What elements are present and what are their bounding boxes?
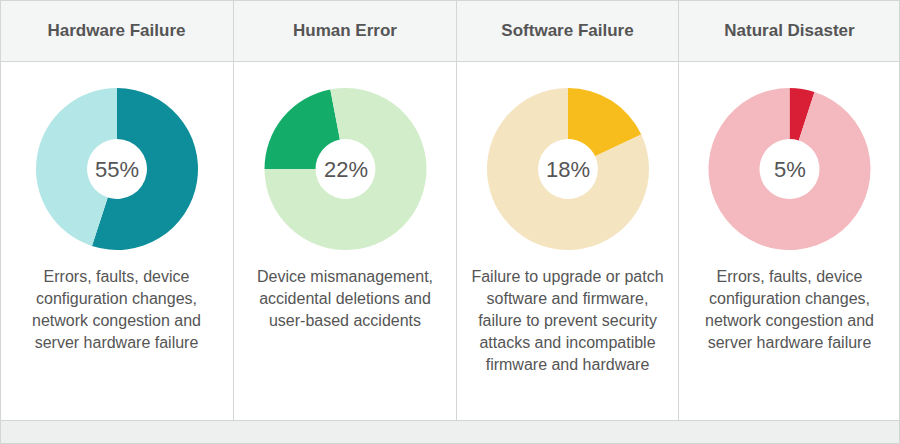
html-text:Human Error: Human Error [293, 20, 397, 40]
html-text:Device mismanagement, accident: Device mismanagement, accidental deletio… [257, 268, 433, 329]
svg-text:22%: 22% [324, 157, 368, 182]
html-text:Natural Disaster: Natural Disaster [724, 20, 855, 40]
html-text:Errors, faults, device configu: Errors, faults, device configuration cha… [32, 268, 201, 351]
svg-text:5%: 5% [774, 157, 806, 182]
html-text:Failure to upgrade or patch so: Failure to upgrade or patch software and… [471, 268, 664, 373]
svg-text:18%: 18% [546, 157, 590, 182]
html-text:Errors, faults, device configu: Errors, faults, device configuration cha… [705, 268, 874, 351]
html-text:Software Failure: Software Failure [501, 20, 634, 40]
html-text:Hardware Failure: Hardware Failure [47, 20, 186, 40]
svg-text:55%: 55% [95, 157, 139, 182]
